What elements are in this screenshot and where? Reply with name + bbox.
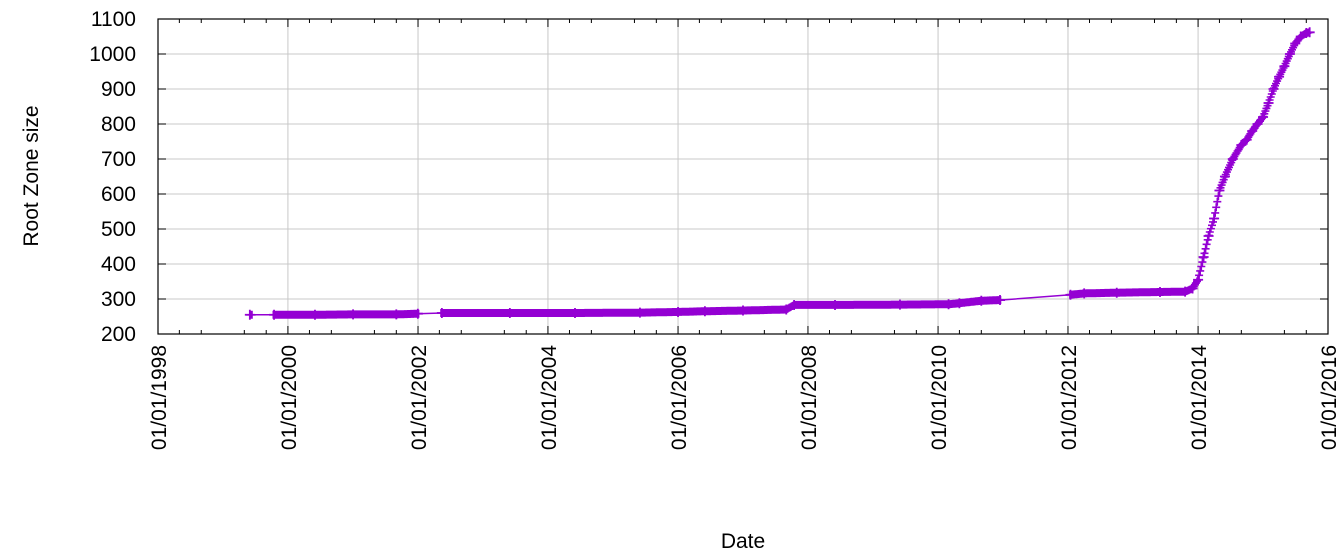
data-point (894, 299, 905, 310)
axes (157, 18, 1329, 335)
data-point (1258, 112, 1269, 122)
data-point (1252, 119, 1263, 129)
data-point (1193, 274, 1204, 285)
data-point (1214, 185, 1225, 196)
y-tick-label: 200 (101, 323, 136, 346)
x-tick-label: 01/01/2000 (278, 345, 301, 450)
data-point (1247, 126, 1258, 136)
x-axis-title: Date (721, 530, 765, 552)
data-point (1198, 252, 1209, 262)
y-tick-label: 900 (101, 78, 136, 101)
data-point (954, 298, 965, 309)
data-point (1304, 27, 1315, 38)
data-point (504, 308, 515, 318)
data-point (569, 308, 580, 318)
y-tick-label: 600 (101, 183, 136, 206)
data-point (412, 308, 423, 319)
data-point (1279, 61, 1290, 72)
y-tick-label: 1000 (89, 43, 136, 66)
data-point (391, 309, 402, 320)
data-point (1065, 289, 1076, 300)
x-tick-label: 01/01/2016 (1318, 345, 1340, 450)
data-point (673, 306, 684, 317)
data-point (1241, 134, 1252, 145)
data-point (1263, 98, 1274, 108)
y-tick-label: 1100 (91, 8, 136, 31)
y-tick-label: 300 (101, 288, 136, 311)
data-point (781, 304, 792, 315)
x-tick-label: 01/01/2004 (538, 345, 561, 450)
data-point (1203, 231, 1214, 241)
data-point (269, 309, 280, 320)
data-point (830, 299, 841, 310)
data-point (1180, 286, 1191, 297)
data-point (244, 309, 255, 320)
data-point (436, 308, 447, 318)
data-point (1227, 154, 1238, 164)
x-tick-label: 01/01/2008 (798, 345, 821, 450)
data-point (1284, 49, 1295, 59)
data-point (976, 295, 987, 306)
y-axis-title: Root Zone size (20, 105, 43, 246)
y-tick-label: 400 (101, 253, 136, 276)
data-point (994, 295, 1005, 306)
y-tick-label: 700 (101, 148, 136, 171)
data-point (738, 305, 748, 316)
data-point (1290, 38, 1301, 49)
data-point (699, 306, 710, 317)
data-point (1236, 140, 1247, 150)
x-tick-label: 01/01/2014 (1188, 345, 1211, 450)
x-tick-label: 01/01/2010 (928, 345, 951, 450)
x-tick-label: 01/01/1998 (148, 345, 171, 450)
data-point (1111, 287, 1122, 298)
x-tick-label: 01/01/2006 (668, 345, 691, 450)
data-point (1187, 283, 1198, 294)
data-point (348, 309, 359, 320)
data-point (1209, 213, 1220, 224)
data-point (1079, 288, 1090, 299)
plot-frame (157, 18, 1329, 335)
y-tick-label: 800 (101, 113, 136, 136)
x-tick-label: 01/01/2012 (1058, 345, 1081, 450)
y-tick-label: 500 (101, 218, 136, 241)
data-point (1274, 71, 1285, 82)
y-axis-tick-labels: 200 300 400 500 600 700 800 900 1000 1100 (89, 8, 136, 346)
data-point (943, 299, 954, 310)
x-axis-tick-labels: 01/01/1998 01/01/2000 01/01/2002 01/01/2004… (148, 345, 1340, 450)
data-point (1295, 31, 1306, 42)
data-point (1268, 84, 1279, 94)
data-point (309, 309, 320, 320)
series-layer (244, 27, 1315, 320)
data-point (789, 299, 800, 310)
x-tick-label: 01/01/2002 (408, 345, 431, 450)
grid-lines (157, 18, 1329, 335)
data-point (634, 307, 645, 318)
data-point (1219, 171, 1230, 182)
data-point (1154, 287, 1165, 297)
